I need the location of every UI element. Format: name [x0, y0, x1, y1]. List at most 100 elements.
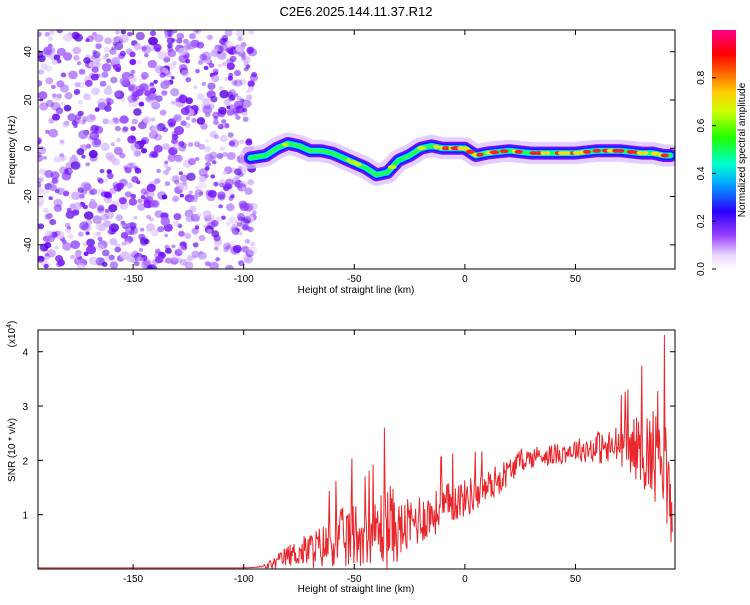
noise-point	[91, 66, 99, 73]
colorbar-tick-label: 0.0	[696, 262, 707, 276]
noise-point	[132, 91, 140, 98]
spectrogram-xtick-label: -150	[123, 274, 143, 285]
noise-point	[108, 254, 115, 261]
noise-point	[150, 229, 159, 237]
noise-point	[226, 109, 235, 116]
noise-point	[219, 146, 226, 152]
noise-point	[228, 216, 237, 224]
noise-point	[67, 233, 74, 239]
noise-point	[45, 230, 53, 237]
spectrogram-xtick-label: 50	[570, 274, 582, 285]
noise-point	[101, 63, 112, 72]
noise-point	[116, 187, 122, 192]
noise-point	[88, 190, 95, 195]
noise-point	[63, 104, 72, 112]
noise-point	[131, 91, 139, 97]
noise-point	[171, 195, 180, 203]
noise-point	[156, 168, 162, 174]
noise-point	[185, 215, 194, 223]
noise-point	[178, 140, 185, 147]
noise-point	[119, 50, 126, 57]
noise-point	[146, 84, 156, 93]
spectrogram-axes: -150 -100 -50 0 50 40 20 0 -20 -40	[23, 30, 675, 285]
noise-point	[122, 126, 129, 132]
noise-point	[61, 171, 72, 181]
snr-axes: -150 -100 -50 0 50 4 3 2 1	[22, 330, 675, 585]
snr-ylabel: SNR (10 * v/v)	[7, 418, 18, 482]
noise-point	[53, 204, 63, 212]
noise-point	[146, 183, 156, 193]
signal-hotspot	[626, 149, 635, 154]
snr-ytick-label: 1	[22, 511, 28, 522]
noise-point	[43, 46, 53, 55]
noise-point	[194, 189, 204, 198]
noise-point	[45, 129, 50, 134]
noise-point	[55, 107, 64, 115]
spectrogram-ytick-label: -20	[23, 189, 34, 204]
noise-point	[128, 85, 135, 91]
noise-point	[118, 197, 127, 205]
noise-point	[41, 188, 50, 195]
spectrogram-ylabel: Frequency (Hz)	[7, 116, 18, 185]
noise-point	[38, 154, 44, 162]
noise-point	[66, 207, 72, 213]
noise-point	[56, 93, 62, 99]
noise-point	[179, 241, 187, 248]
noise-point	[82, 242, 87, 247]
noise-point	[194, 225, 200, 230]
noise-point	[88, 201, 98, 209]
noise-point	[59, 139, 65, 144]
noise-point	[99, 168, 105, 174]
noise-point	[85, 231, 90, 236]
spectrogram-marks	[38, 30, 675, 269]
noise-point	[191, 213, 200, 222]
noise-point	[73, 202, 82, 211]
noise-point	[103, 46, 110, 53]
noise-point	[163, 212, 169, 219]
noise-point	[248, 30, 255, 35]
noise-point	[85, 162, 91, 167]
noise-point	[97, 178, 104, 184]
noise-point	[74, 114, 82, 120]
noise-point	[120, 251, 130, 260]
noise-point	[141, 46, 147, 51]
noise-point	[229, 138, 239, 148]
noise-point	[38, 196, 45, 206]
noise-point	[88, 256, 99, 266]
noise-point	[74, 90, 79, 96]
noise-point	[154, 210, 164, 218]
noise-point	[70, 254, 75, 260]
noise-point	[215, 257, 221, 262]
noise-point	[229, 227, 235, 232]
noise-point	[115, 214, 123, 221]
noise-point	[159, 72, 166, 78]
noise-point	[225, 40, 234, 49]
noise-point	[239, 78, 247, 85]
noise-point	[224, 30, 233, 37]
noise-point	[179, 258, 188, 266]
snr-ytick-label: 4	[22, 348, 28, 359]
noise-point	[38, 168, 46, 176]
noise-point	[225, 221, 231, 226]
noise-point	[188, 142, 194, 147]
noise-point	[60, 101, 65, 106]
noise-point	[209, 151, 218, 160]
noise-point	[171, 175, 180, 183]
noise-point	[96, 243, 105, 251]
noise-point	[217, 191, 226, 200]
noise-point	[155, 255, 164, 264]
noise-point	[38, 182, 42, 188]
noise-point	[111, 46, 116, 50]
noise-point	[223, 242, 232, 251]
noise-point	[149, 82, 155, 87]
noise-point	[109, 238, 118, 246]
noise-point	[70, 161, 81, 170]
noise-point	[207, 82, 216, 90]
noise-point	[119, 178, 128, 187]
noise-point	[141, 148, 147, 154]
noise-point	[227, 132, 234, 138]
noise-point	[106, 58, 112, 64]
noise-point	[114, 125, 121, 132]
noise-point	[94, 34, 104, 43]
noise-point	[53, 54, 61, 61]
